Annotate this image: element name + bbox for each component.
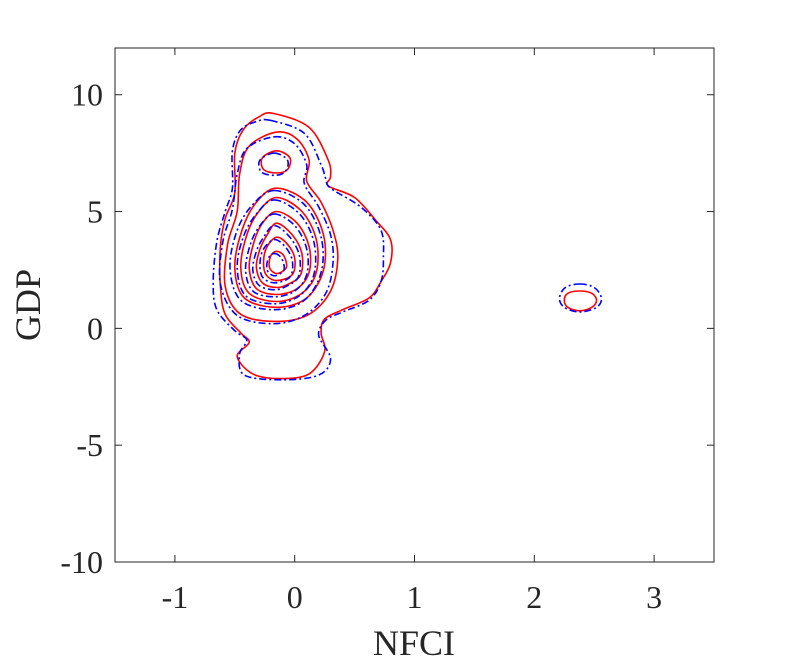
y-tick-label: 5 [87,194,103,230]
contour-line [212,118,385,381]
y-tick-label: 10 [71,77,103,113]
plot-frame [114,47,715,563]
x-tick-label: 0 [287,579,303,615]
contour-line [248,210,312,296]
contour-series-2 [212,118,603,381]
x-tick-label: -1 [162,579,189,615]
contour-line [265,252,286,277]
x-tick-label: 3 [646,579,662,615]
contour-line [239,196,319,303]
contour-line [260,149,292,174]
contour-line [229,189,324,311]
contour-line [255,222,304,289]
contour-line [218,135,335,325]
contour-line [268,250,288,275]
contour-line [233,187,327,309]
contour-line [236,199,317,305]
contour-line [259,238,294,284]
contour-layer [212,112,603,381]
y-tick-label: 0 [87,310,103,346]
x-axis-label: NFCI [373,623,455,663]
contour-line [563,290,598,312]
y-tick-label: -10 [60,544,103,580]
x-tick-label: 2 [526,579,542,615]
contour-line [223,131,339,323]
y-axis-label: GDP [8,269,48,341]
contour-line [262,236,296,282]
contour-series-1 [219,112,598,380]
contour-line [219,112,393,380]
contour-line [244,213,309,298]
contour-line [558,283,603,313]
y-tick-label: -5 [76,427,103,463]
contour-line [251,224,302,291]
x-tick-label: 1 [407,579,423,615]
contour-line [257,152,289,177]
